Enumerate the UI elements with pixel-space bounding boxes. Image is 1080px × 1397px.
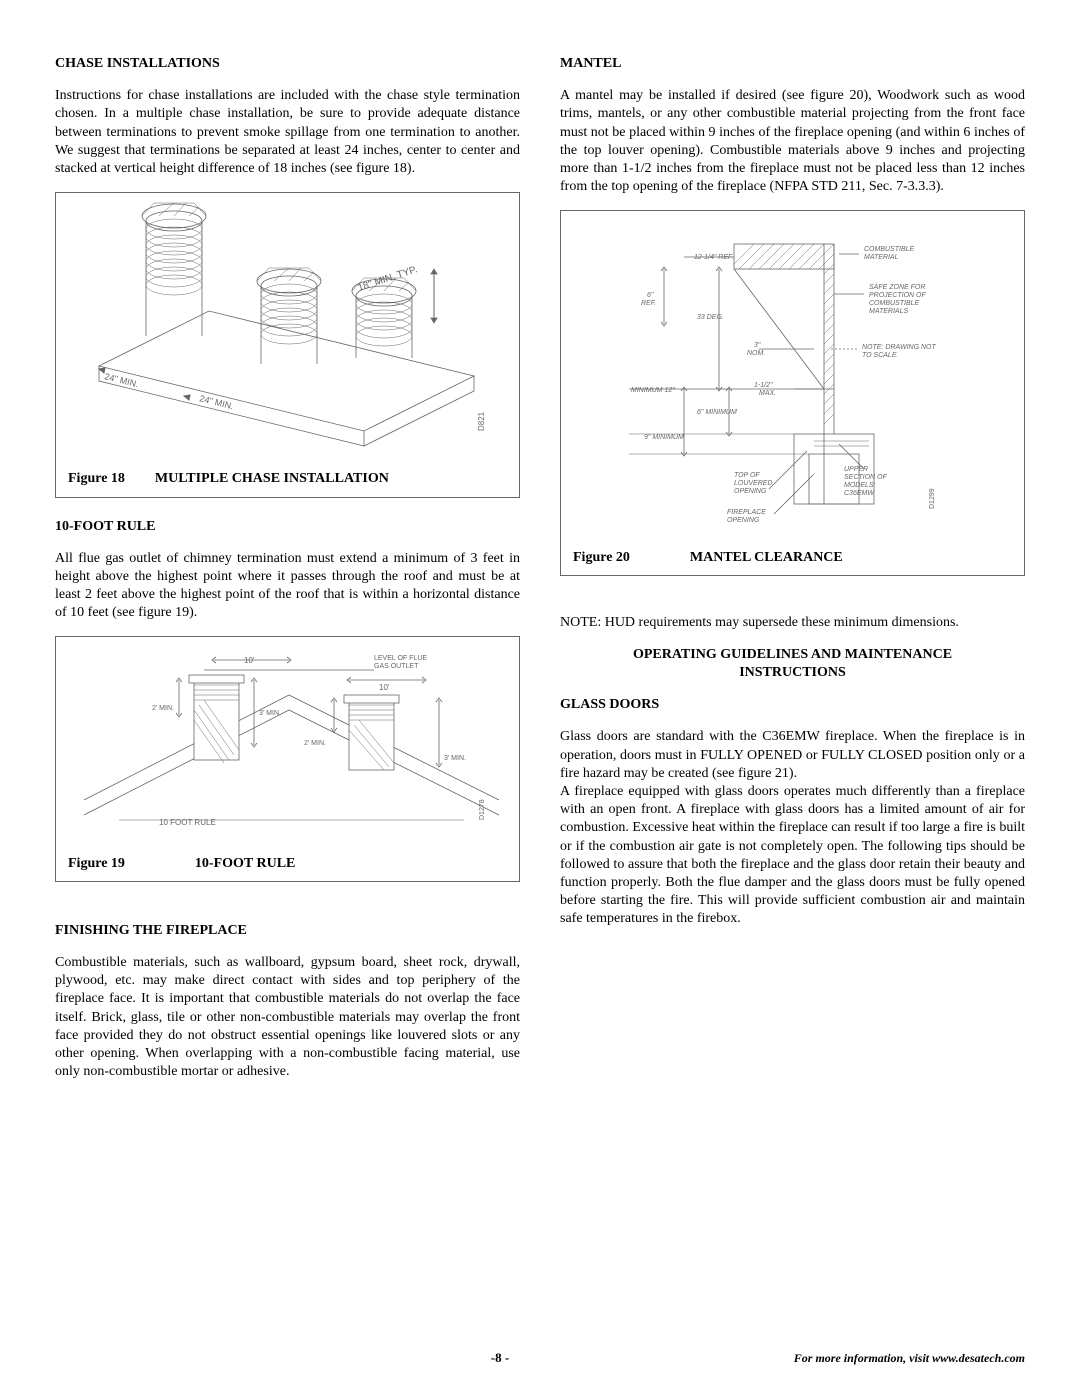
fig20-upper1: UPPER bbox=[844, 466, 868, 473]
fig19-number: Figure 19 bbox=[68, 856, 125, 871]
left-column: CHASE INSTALLATIONS Instructions for cha… bbox=[55, 55, 520, 1095]
fig18-label-d821: D821 bbox=[477, 411, 486, 431]
figure-19-svg: LEVEL OF FLUE GAS OUTLET 10' 10' 2' MIN.… bbox=[64, 645, 509, 840]
fig20-max2: MAX. bbox=[759, 390, 776, 397]
fig20-ref12: 12-1/4" REF. bbox=[694, 254, 733, 261]
ten-foot-heading: 10-FOOT RULE bbox=[55, 518, 520, 536]
finishing-heading: FINISHING THE FIREPLACE bbox=[55, 922, 520, 940]
figure-20-caption: Figure 20 MANTEL CLEARANCE bbox=[569, 549, 1016, 567]
fig20-safe2: PROJECTION OF bbox=[869, 292, 927, 299]
page-footer: -8 - For more information, visit www.des… bbox=[55, 1350, 1025, 1367]
operating-heading-1: OPERATING GUIDELINES AND MAINTENANCE bbox=[633, 647, 952, 662]
page-number: -8 - bbox=[255, 1350, 745, 1367]
fig20-top2: LOUVERED bbox=[734, 480, 773, 487]
fig18-title: MULTIPLE CHASE INSTALLATION bbox=[155, 471, 389, 486]
figure-19: LEVEL OF FLUE GAS OUTLET 10' 10' 2' MIN.… bbox=[55, 636, 520, 881]
figure-20-svg: 12-1/4" REF. COMBUSTIBLE MATERIAL SAFE Z… bbox=[569, 219, 1014, 534]
figure-18: 18" MIN. TYP. 24" MIN. 24" MIN. D821 Fig… bbox=[55, 192, 520, 497]
fig20-6min: 6" MINIMUM bbox=[697, 409, 737, 416]
fig19-3min2: 3' MIN. bbox=[444, 755, 466, 762]
fig20-upper2: SECTION OF bbox=[844, 474, 888, 481]
fig19-rule: 10 FOOT RULE bbox=[159, 818, 216, 827]
operating-heading-2: INSTRUCTIONS bbox=[739, 665, 846, 680]
fig20-safe4: MATERIALS bbox=[869, 308, 908, 315]
fig20-upper4: C36EMW bbox=[844, 490, 875, 497]
glass-doors-p1: Glass doors are standard with the C36EMW… bbox=[560, 728, 1025, 783]
fig19-2min2: 2' MIN. bbox=[304, 740, 326, 747]
fig20-deg: 33 DEG. bbox=[697, 314, 724, 321]
fig20-3nom2: NOM. bbox=[747, 350, 765, 357]
right-column: MANTEL A mantel may be installed if desi… bbox=[560, 55, 1025, 1095]
chase-paragraph: Instructions for chase installations are… bbox=[55, 87, 520, 178]
fig20-3nom1: 3" bbox=[754, 342, 761, 349]
fig18-label-24min-2: 24" MIN. bbox=[199, 393, 235, 411]
fig20-9min: 9" MINIMUM bbox=[644, 434, 684, 441]
figure-18-caption: Figure 18 MULTIPLE CHASE INSTALLATION bbox=[64, 470, 511, 488]
fig20-note1: NOTE: DRAWING NOT bbox=[862, 344, 936, 351]
fig19-ten1: 10' bbox=[244, 656, 255, 665]
ten-foot-paragraph: All flue gas outlet of chimney terminati… bbox=[55, 550, 520, 623]
fig20-min12: MINIMUM 12" bbox=[631, 387, 675, 394]
fig20-6ref1: 6" bbox=[647, 292, 654, 299]
fig20-safe3: COMBUSTIBLE bbox=[869, 300, 920, 307]
fig20-top1: TOP OF bbox=[734, 472, 760, 479]
mantel-heading: MANTEL bbox=[560, 55, 1025, 73]
fig19-level-2: GAS OUTLET bbox=[374, 663, 419, 670]
mantel-paragraph: A mantel may be installed if desired (se… bbox=[560, 87, 1025, 196]
fig20-comb2: MATERIAL bbox=[864, 254, 899, 261]
figure-19-caption: Figure 19 10-FOOT RULE bbox=[64, 855, 511, 873]
footer-link-text: For more information, visit www.desatech… bbox=[794, 1351, 1025, 1365]
fig20-fire2: OPENING bbox=[727, 517, 760, 524]
fig20-max1: 1-1/2" bbox=[754, 382, 773, 389]
fig20-safe1: SAFE ZONE FOR bbox=[869, 284, 925, 291]
fig20-upper3: MODELS: bbox=[844, 482, 876, 489]
glass-doors-p2: A fireplace equipped with glass doors op… bbox=[560, 783, 1025, 929]
glass-doors-heading: GLASS DOORS bbox=[560, 696, 1025, 714]
fig19-level-1: LEVEL OF FLUE bbox=[374, 655, 427, 662]
fig20-comb1: COMBUSTIBLE bbox=[864, 246, 915, 253]
hud-note: NOTE: HUD requirements may supersede the… bbox=[560, 614, 1025, 632]
fig18-number: Figure 18 bbox=[68, 471, 125, 486]
fig20-note2: TO SCALE. bbox=[862, 352, 898, 359]
fig20-title: MANTEL CLEARANCE bbox=[690, 550, 843, 565]
fig19-3min1: 3' MIN. bbox=[259, 710, 281, 717]
fig18-label-18min: 18" MIN. TYP. bbox=[357, 264, 419, 294]
fig19-2min1: 2' MIN. bbox=[152, 705, 174, 712]
fig19-ten2: 10' bbox=[379, 683, 390, 692]
finishing-paragraph: Combustible materials, such as wallboard… bbox=[55, 954, 520, 1081]
fig19-d: D1278 bbox=[479, 800, 486, 821]
figure-18-svg: 18" MIN. TYP. 24" MIN. 24" MIN. D821 bbox=[64, 201, 509, 456]
fig20-fire1: FIREPLACE bbox=[727, 509, 766, 516]
fig20-d: D1299 bbox=[929, 489, 936, 510]
operating-heading: OPERATING GUIDELINES AND MAINTENANCE INS… bbox=[560, 646, 1025, 682]
fig19-title: 10-FOOT RULE bbox=[195, 856, 295, 871]
fig20-top3: OPENING bbox=[734, 488, 767, 495]
fig20-number: Figure 20 bbox=[573, 550, 630, 565]
fig20-6ref2: REF. bbox=[641, 300, 656, 307]
figure-20: 12-1/4" REF. COMBUSTIBLE MATERIAL SAFE Z… bbox=[560, 210, 1025, 575]
chase-heading: CHASE INSTALLATIONS bbox=[55, 55, 520, 73]
